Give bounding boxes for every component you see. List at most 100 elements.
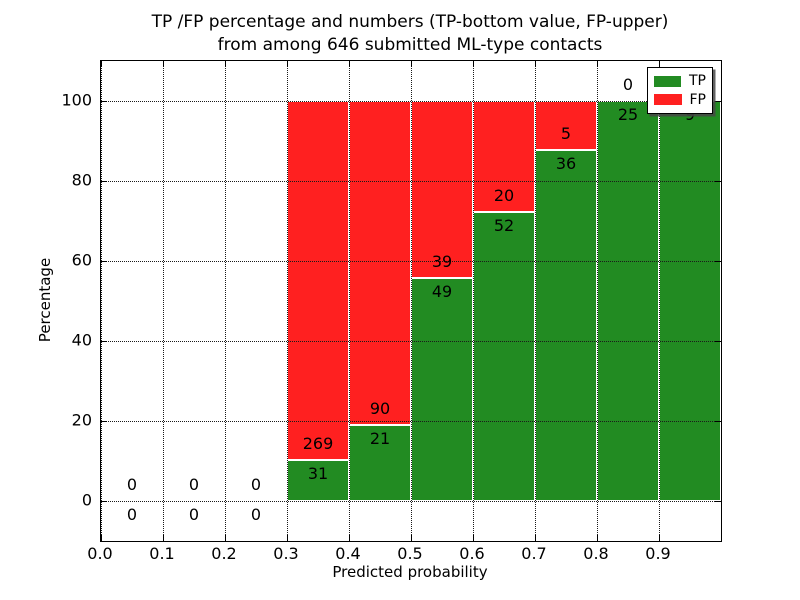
x-tick	[473, 535, 474, 541]
legend-label-fp: FP	[689, 91, 707, 108]
x-gridline	[535, 61, 536, 541]
legend-entry-tp: TP	[654, 74, 706, 88]
y-tick-label: 20	[71, 410, 92, 430]
x-tick	[597, 535, 598, 541]
legend-label-tp: TP	[689, 73, 706, 90]
bar-tp-count-label: 21	[369, 429, 391, 449]
bar-tp-segment	[411, 278, 473, 501]
x-tick-label: 0.6	[459, 544, 485, 563]
y-gridline	[101, 341, 721, 342]
x-tick-top	[349, 61, 350, 67]
x-gridline	[659, 61, 660, 541]
bar-tp-count-label: 31	[307, 463, 329, 483]
bar-fp-segment	[473, 101, 535, 213]
bar-tp-count-label: 49	[431, 282, 453, 302]
bar-tp-segment	[659, 101, 721, 501]
y-tick-right	[715, 421, 721, 422]
y-tick-right	[715, 261, 721, 262]
x-tick-label: 0.3	[273, 544, 299, 563]
x-tick-top	[535, 61, 536, 67]
x-gridline	[597, 61, 598, 541]
y-gridline	[101, 261, 721, 262]
y-gridline	[101, 421, 721, 422]
bar-fp-segment	[349, 101, 411, 426]
x-gridline	[349, 61, 350, 541]
y-gridline	[101, 101, 721, 102]
y-axis-label: Percentage	[36, 257, 54, 343]
x-tick-top	[597, 61, 598, 67]
y-tick	[101, 181, 107, 182]
x-tick	[411, 535, 412, 541]
x-tick-label: 0.0	[87, 544, 113, 563]
bar-fp-segment	[287, 101, 349, 460]
bar-fp-count-label: 20	[493, 186, 515, 206]
x-gridline	[411, 61, 412, 541]
y-tick-label: 0	[81, 490, 92, 510]
bar-fp-count-label: 0	[188, 475, 200, 494]
bar-tp-segment	[473, 212, 535, 501]
bar-tp-count-label: 0	[250, 505, 262, 524]
bar-fp-count-label: 39	[431, 252, 453, 272]
x-tick-label: 0.8	[583, 544, 609, 563]
x-gridline	[225, 61, 226, 541]
x-tick-label: 0.4	[335, 544, 361, 563]
y-tick	[101, 501, 107, 502]
bar-fp-count-label: 90	[369, 399, 391, 419]
y-tick	[101, 421, 107, 422]
x-tick-top	[225, 61, 226, 67]
x-tick	[659, 535, 660, 541]
x-tick	[287, 535, 288, 541]
bar-tp-count-label: 0	[188, 505, 200, 524]
x-tick-label: 0.7	[521, 544, 547, 563]
x-tick	[535, 535, 536, 541]
bar-fp-count-label: 0	[250, 475, 262, 494]
x-gridline	[101, 61, 102, 541]
plot-area: TP FP 0000002693190213949205253602509	[100, 60, 722, 542]
x-tick-label: 0.5	[397, 544, 423, 563]
bar-tp-count-label: 9	[684, 105, 696, 124]
x-tick-top	[659, 61, 660, 67]
x-tick	[101, 535, 102, 541]
y-tick-right	[715, 181, 721, 182]
x-axis-label: Predicted probability	[332, 563, 488, 581]
x-gridline	[287, 61, 288, 541]
y-tick	[101, 261, 107, 262]
x-tick-label: 0.1	[149, 544, 175, 563]
x-tick-top	[473, 61, 474, 67]
x-tick-top	[287, 61, 288, 67]
x-tick-top	[101, 61, 102, 67]
bar-fp-count-label: 269	[302, 433, 334, 453]
x-tick	[163, 535, 164, 541]
bar-tp-segment	[597, 101, 659, 501]
bar-tp-segment	[535, 149, 597, 501]
y-tick-right	[715, 341, 721, 342]
y-tick-label: 80	[71, 170, 92, 190]
bar-tp-count-label: 0	[126, 505, 138, 524]
bar-tp-count-label: 36	[555, 153, 577, 173]
x-tick-label: 0.2	[211, 544, 237, 563]
x-gridline	[163, 61, 164, 541]
legend-swatch-tp-icon	[654, 75, 681, 87]
y-tick	[101, 341, 107, 342]
bar-tp-segment	[287, 459, 349, 501]
y-tick-label: 40	[71, 330, 92, 350]
x-tick	[225, 535, 226, 541]
y-tick-label: 60	[71, 250, 92, 270]
bar-fp-count-label: 0	[622, 75, 634, 94]
y-tick	[101, 101, 107, 102]
bar-tp-count-label: 25	[617, 105, 639, 124]
chart-title-line-1: TP /FP percentage and numbers (TP-bottom…	[151, 12, 669, 32]
y-gridline	[101, 181, 721, 182]
y-tick-right	[715, 501, 721, 502]
y-tick-right	[715, 101, 721, 102]
x-gridline	[473, 61, 474, 541]
legend: TP FP	[647, 67, 713, 114]
bar-tp-segment	[349, 425, 411, 501]
chart-title-line-2: from among 646 submitted ML-type contact…	[217, 35, 603, 55]
chart-title: TP /FP percentage and numbers (TP-bottom…	[100, 11, 720, 57]
legend-swatch-fp-icon	[654, 94, 682, 106]
y-gridline	[101, 501, 721, 502]
y-tick-label: 100	[61, 90, 92, 110]
bar-tp-count-label: 52	[493, 216, 515, 236]
